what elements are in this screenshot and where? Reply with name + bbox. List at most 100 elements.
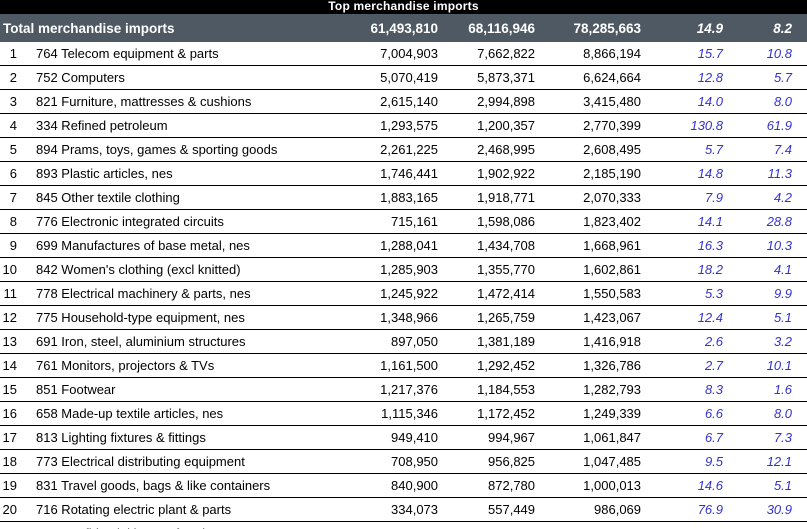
value-cell: 1,288,041: [340, 233, 441, 258]
value-cell: 1,472,414: [440, 281, 538, 306]
value-cell: 2,468,995: [440, 137, 538, 162]
value-cell: 1,249,339: [537, 401, 644, 426]
description-cell: 894 Prams, toys, games & sporting goods: [30, 137, 341, 162]
rank-cell: 2: [0, 65, 30, 90]
change-cell: 14.1: [643, 209, 726, 234]
table-row: 5 894 Prams, toys, games & sporting goods…: [0, 137, 807, 162]
change-cell: 30.9: [725, 497, 807, 522]
table-row: 20 716 Rotating electric plant & parts 334…: [0, 497, 807, 522]
value-cell: 1,902,922: [440, 161, 538, 186]
value-cell: 1,602,861: [537, 257, 644, 282]
value-cell: 840,900: [340, 473, 441, 498]
description-cell: 691 Iron, steel, aluminium structures: [30, 329, 341, 354]
table-row: 988 Confidential items of trade1,484,969…: [0, 521, 807, 529]
description-cell: 761 Monitors, projectors & TVs: [30, 353, 341, 378]
rank-cell: 3: [0, 89, 30, 114]
total-change-1: 14.9: [643, 14, 726, 42]
value-cell: 1,423,067: [537, 305, 644, 330]
change-cell: 6.7: [643, 425, 726, 450]
value-cell: 5,873,371: [440, 65, 538, 90]
value-cell: 1,047,485: [537, 449, 644, 474]
value-cell: 949,410: [340, 425, 441, 450]
change-cell: 5.1: [725, 473, 807, 498]
value-cell: 1,141,903: [440, 521, 538, 529]
change-cell: 3.2: [725, 329, 807, 354]
value-cell: 3,415,480: [537, 89, 644, 114]
total-value-3: 78,285,663: [537, 14, 644, 42]
value-cell: 6,624,664: [537, 65, 644, 90]
table-row: 3 821 Furniture, mattresses & cushions 2,6…: [0, 89, 807, 114]
rank-cell: 19: [0, 473, 30, 498]
description-cell: 851 Footwear: [30, 377, 341, 402]
description-cell: 893 Plastic articles, nes: [30, 161, 341, 186]
value-cell: 557,449: [440, 497, 538, 522]
table-row: 13 691 Iron, steel, aluminium structures 8…: [0, 329, 807, 354]
change-cell: 10.8: [725, 42, 807, 66]
change-cell: 10.1: [725, 353, 807, 378]
change-cell: 12.1: [725, 449, 807, 474]
value-cell: 1,172,452: [440, 401, 538, 426]
value-cell: 2,185,190: [537, 161, 644, 186]
value-cell: 2,615,140: [340, 89, 441, 114]
change-cell: 1.6: [725, 377, 807, 402]
rank-cell: 20: [0, 497, 30, 522]
change-cell: 28.8: [725, 209, 807, 234]
description-cell: 775 Household-type equipment, nes: [30, 305, 341, 330]
description-cell: 752 Computers: [30, 65, 341, 90]
table-row: 4 334 Refined petroleum 1,293,575 1,200,357…: [0, 113, 807, 138]
value-cell: 1,326,786: [537, 353, 644, 378]
change-cell: 8.0: [725, 89, 807, 114]
value-cell: 1,434,708: [440, 233, 538, 258]
table-row: 2 752 Computers 5,070,419 5,873,371 6,624,66…: [0, 65, 807, 90]
value-cell: 994,967: [440, 425, 538, 450]
description-cell: 988 Confidential items of trade: [30, 521, 341, 529]
value-cell: 1,550,583: [537, 281, 644, 306]
change-cell: 7.4: [725, 137, 807, 162]
rank-cell: 4: [0, 113, 30, 138]
table-row: 19 831 Travel goods, bags & like containe…: [0, 473, 807, 498]
change-cell: 5.7: [643, 137, 726, 162]
description-cell: 699 Manufactures of base metal, nes: [30, 233, 341, 258]
total-label: Total merchandise imports: [0, 14, 341, 42]
change-cell: 5.3: [643, 281, 726, 306]
description-cell: 773 Electrical distributing equipment: [30, 449, 341, 474]
change-cell: 130.8: [643, 113, 726, 138]
rank-cell: 5: [0, 137, 30, 162]
value-cell: 872,780: [440, 473, 538, 498]
value-cell: 1,061,847: [537, 425, 644, 450]
change-cell: 4.1: [725, 257, 807, 282]
change-cell: 18.2: [643, 257, 726, 282]
value-cell: 8,866,194: [537, 42, 644, 66]
change-cell: 61.9: [725, 113, 807, 138]
rank-cell: 6: [0, 161, 30, 186]
change-cell: 76.9: [643, 497, 726, 522]
description-cell: 778 Electrical machinery & parts, nes: [30, 281, 341, 306]
value-cell: 708,950: [340, 449, 441, 474]
table-row: 1 764 Telecom equipment & parts 7,004,903 7…: [0, 42, 807, 66]
value-cell: 715,161: [340, 209, 441, 234]
change-cell: 14.0: [643, 89, 726, 114]
value-cell: 1,883,165: [340, 185, 441, 210]
description-cell: 845 Other textile clothing: [30, 185, 341, 210]
table-row: 12 775 Household-type equipment, nes 1,348…: [0, 305, 807, 330]
change-cell: 14.6: [643, 473, 726, 498]
table-row: 10 842 Women's clothing (excl knitted) 1,2…: [0, 257, 807, 282]
table-row: 17 813 Lighting fixtures & fittings 949,41…: [0, 425, 807, 450]
value-cell: 1,416,918: [537, 329, 644, 354]
value-cell: 1,381,189: [440, 329, 538, 354]
value-cell: 1,355,770: [440, 257, 538, 282]
total-row: Total merchandise imports 61,493,810 68,…: [0, 14, 807, 42]
total-value-2: 68,116,946: [440, 14, 538, 42]
description-cell: 716 Rotating electric plant & parts: [30, 497, 341, 522]
rank-cell: 13: [0, 329, 30, 354]
change-cell: 5.7: [725, 65, 807, 90]
value-cell: 7,662,822: [440, 42, 538, 66]
imports-table: Total merchandise imports 61,493,810 68,…: [0, 14, 807, 529]
value-cell: 2,261,225: [340, 137, 441, 162]
description-cell: 813 Lighting fixtures & fittings: [30, 425, 341, 450]
rank-cell: 18: [0, 449, 30, 474]
change-cell: 8.0: [725, 401, 807, 426]
rank-cell: 17: [0, 425, 30, 450]
value-cell: 986,069: [537, 497, 644, 522]
